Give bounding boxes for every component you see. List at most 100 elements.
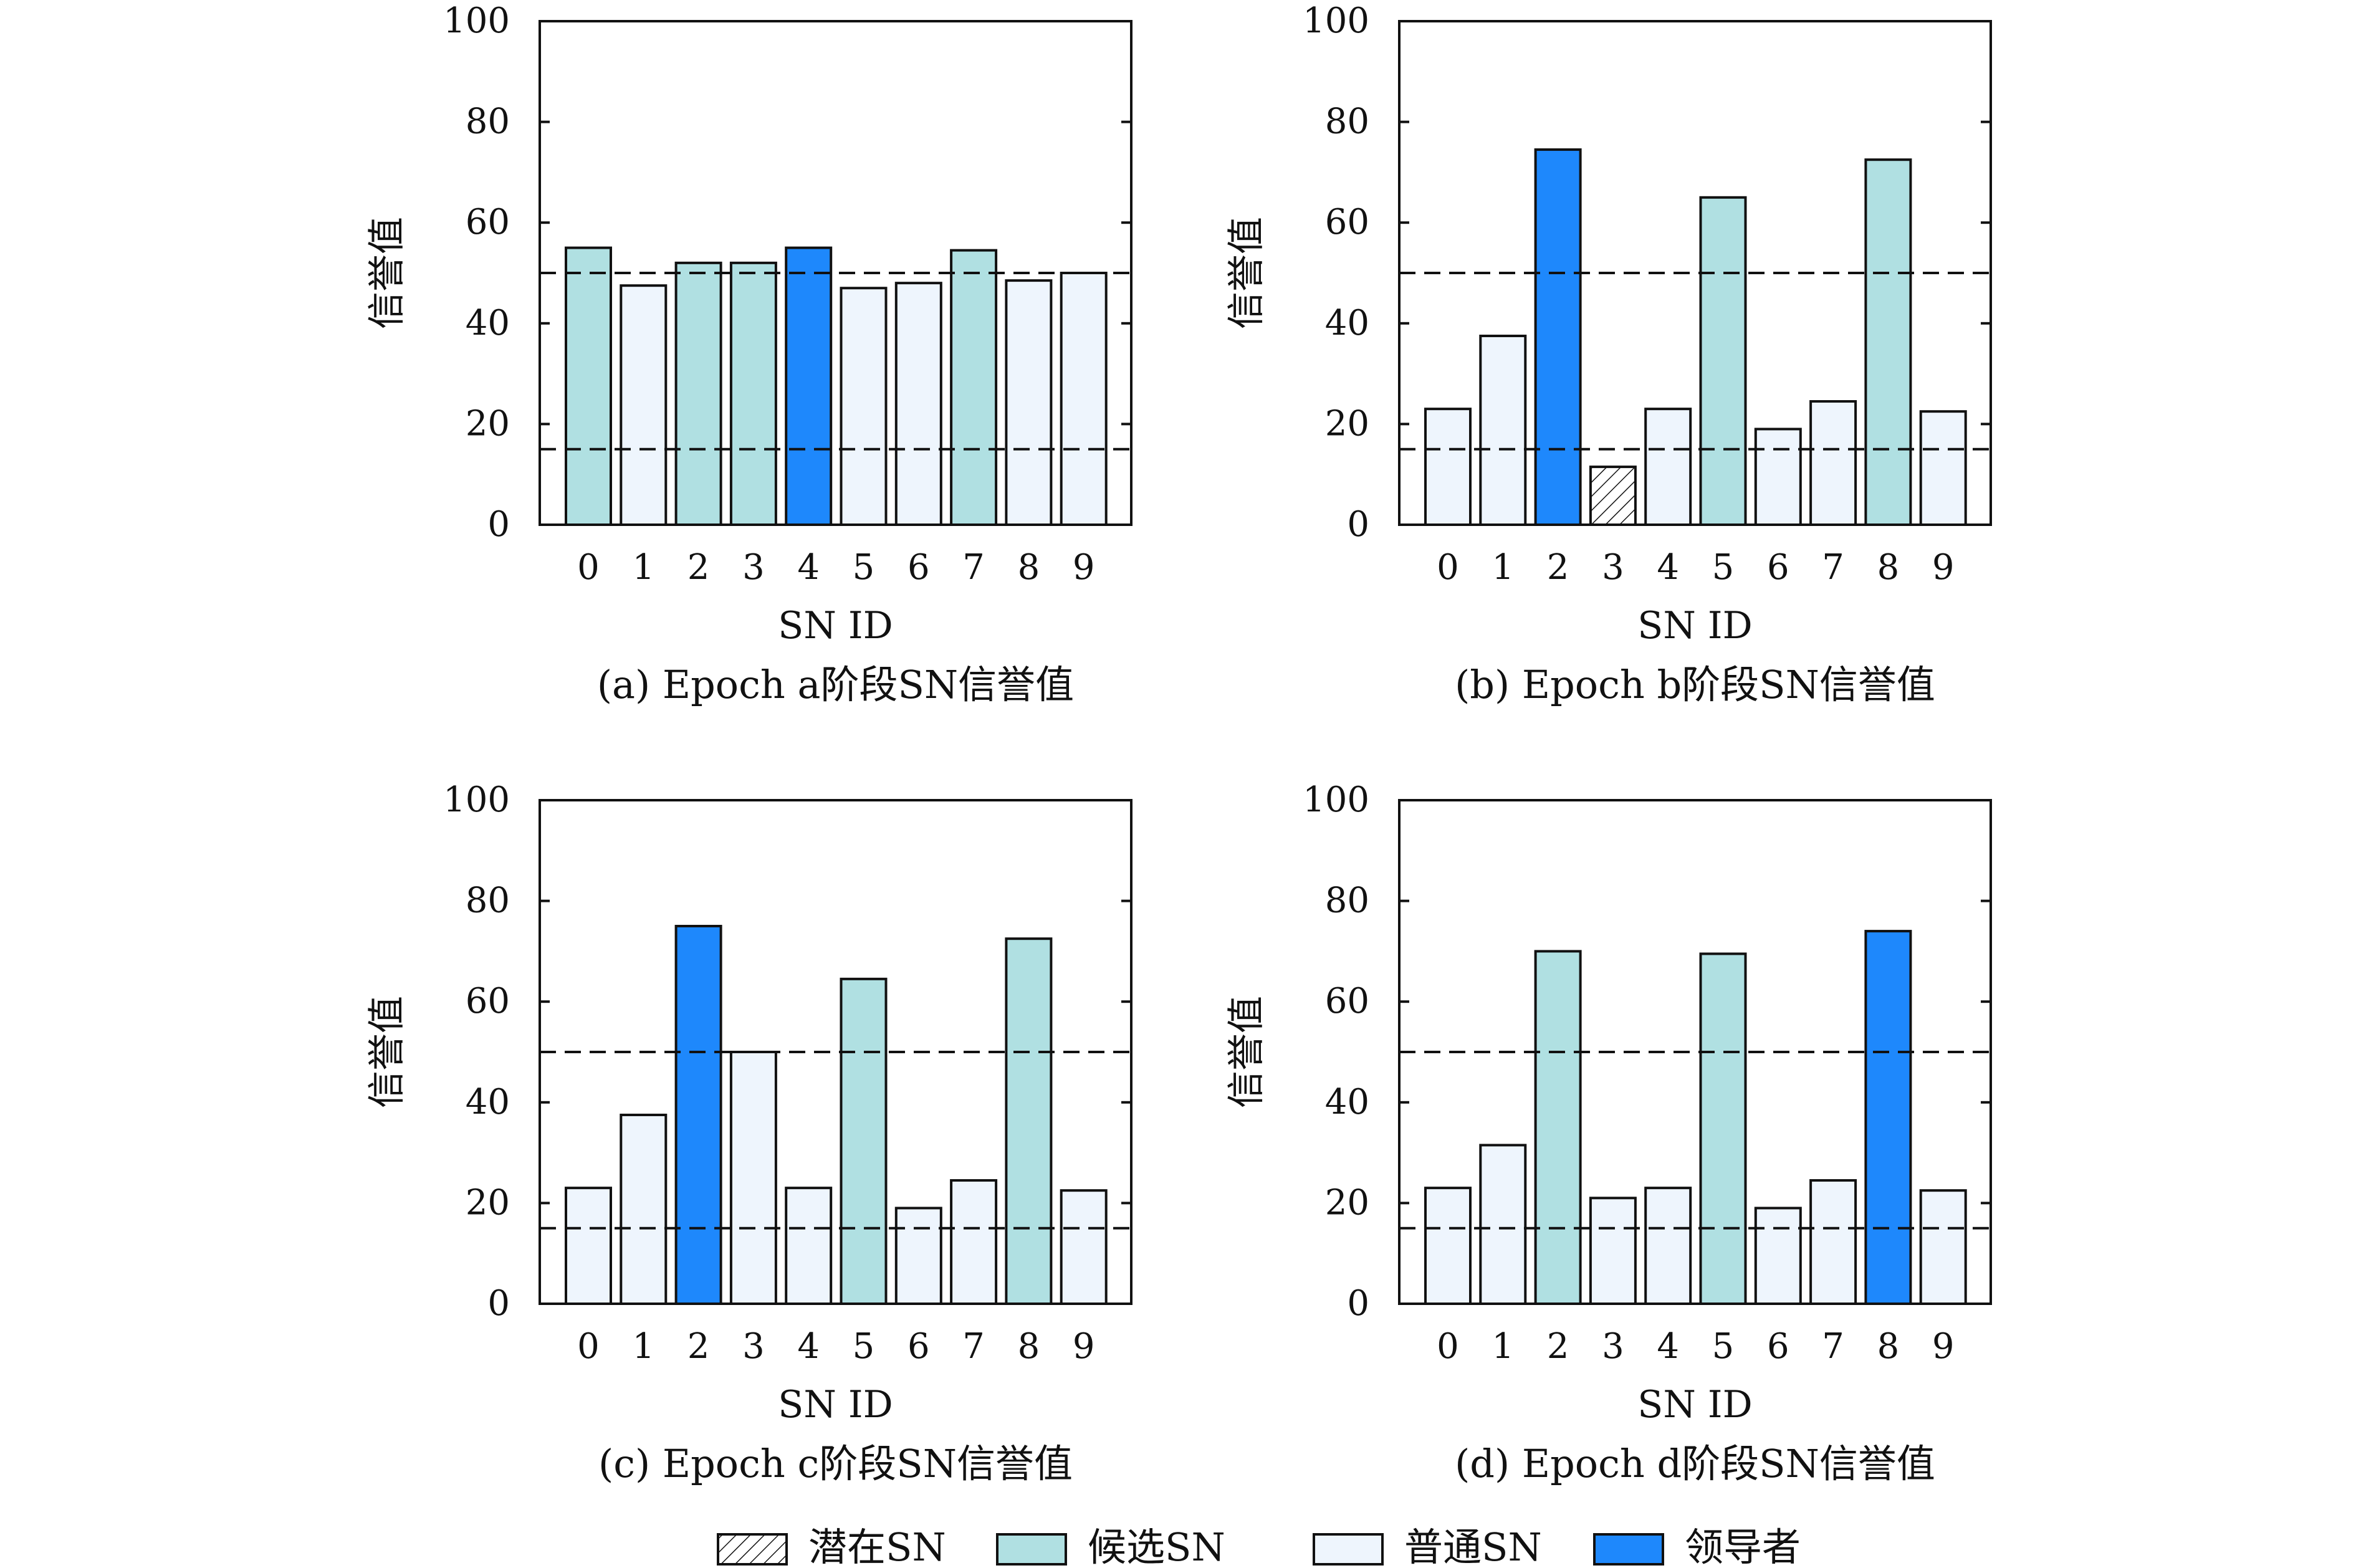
bar [1005, 937, 1053, 1305]
x-tick-label: 5 [1712, 1326, 1735, 1367]
x-tick-label: 0 [577, 1326, 600, 1367]
panel-caption: (a) Epoch a阶段SN信誉值 [597, 662, 1074, 707]
x-tick-label: 2 [687, 1326, 710, 1367]
panel-caption: (c) Epoch c阶段SN信誉值 [598, 1441, 1073, 1486]
y-tick-label: 40 [1325, 303, 1369, 343]
y-tick-label: 60 [466, 981, 510, 1021]
bar [840, 977, 888, 1305]
x-tick-label: 1 [632, 547, 654, 588]
bar [1809, 400, 1857, 526]
x-tick-label: 4 [797, 547, 820, 588]
x-tick-label: 0 [1437, 1326, 1459, 1367]
x-tick-label: 1 [1492, 1326, 1514, 1367]
y-tick-label: 80 [466, 102, 510, 142]
y-tick-label: 20 [1325, 403, 1369, 444]
panel-caption: (d) Epoch d阶段SN信誉值 [1455, 1441, 1935, 1486]
plot-frame [539, 20, 1133, 526]
legend-label: 领导者 [1685, 1524, 1801, 1568]
x-tick-label: 2 [1547, 547, 1569, 588]
x-axis-label: SN ID [1637, 604, 1752, 648]
y-tick-label: 60 [1325, 202, 1369, 242]
bar [1644, 408, 1692, 526]
y-axis-label: 信誉值 [365, 217, 409, 329]
x-tick-label: 7 [1822, 1326, 1844, 1367]
y-tick-label: 20 [466, 403, 510, 444]
y-axis-label: 信誉值 [1225, 996, 1268, 1108]
x-tick-label: 5 [853, 1326, 875, 1367]
bar [1864, 158, 1912, 526]
y-tick-label: 80 [466, 881, 510, 921]
legend-label: 候选SN [1088, 1524, 1225, 1568]
x-tick-label: 9 [1932, 547, 1955, 588]
legend-item-normal: 普通SN [1313, 1524, 1542, 1568]
x-tick-label: 3 [1602, 1326, 1624, 1367]
x-tick-label: 9 [1932, 1326, 1955, 1367]
bar [894, 1207, 942, 1305]
bar [1589, 466, 1637, 527]
panel-caption: (b) Epoch b阶段SN信誉值 [1455, 662, 1935, 707]
x-tick-label: 6 [907, 1326, 930, 1367]
bar [674, 261, 722, 526]
bar [1424, 1187, 1472, 1306]
bar [1699, 196, 1747, 526]
x-tick-label: 6 [1767, 1326, 1789, 1367]
bar [1534, 148, 1582, 527]
x-tick-label: 3 [742, 1326, 765, 1367]
y-axis-label: 信誉值 [365, 996, 409, 1108]
x-tick-label: 3 [1602, 547, 1624, 588]
legend: 潜在SN 候选SN 普通SN 领导者 [717, 1524, 1801, 1568]
bar [565, 246, 612, 526]
y-tick-label: 100 [1303, 780, 1369, 820]
x-tick-label: 7 [962, 547, 985, 588]
bar [840, 287, 888, 526]
bar [785, 1187, 833, 1306]
legend-item-candidate: 候选SN [996, 1524, 1225, 1568]
bar [1060, 1189, 1108, 1305]
y-tick-label: 60 [1325, 981, 1369, 1021]
y-tick-label: 20 [466, 1182, 510, 1223]
x-tick-label: 1 [1492, 547, 1514, 588]
legend-swatch [1593, 1533, 1664, 1566]
legend-label: 普通SN [1404, 1524, 1542, 1568]
x-tick-label: 7 [1822, 547, 1844, 588]
plot-frame [539, 799, 1133, 1305]
bar [950, 1179, 998, 1306]
y-tick-label: 0 [487, 1283, 510, 1324]
x-axis-label: SN ID [778, 1383, 893, 1427]
x-tick-label: 5 [1712, 547, 1735, 588]
y-tick-label: 80 [1325, 102, 1369, 142]
y-tick-label: 40 [466, 303, 510, 343]
bar [1864, 930, 1912, 1305]
legend-label: 潜在SN [808, 1524, 946, 1568]
x-tick-label: 9 [1073, 1326, 1095, 1367]
bar [565, 1187, 612, 1306]
bar [729, 1051, 777, 1305]
bar [1589, 1197, 1637, 1305]
x-tick-label: 5 [853, 547, 875, 588]
bar [620, 284, 668, 526]
legend-item-potential: 潜在SN [717, 1524, 946, 1568]
x-tick-label: 8 [1018, 547, 1040, 588]
x-tick-label: 3 [742, 547, 765, 588]
y-tick-label: 80 [1325, 881, 1369, 921]
bar [620, 1114, 668, 1305]
bar [1479, 1144, 1527, 1305]
x-tick-label: 9 [1073, 547, 1095, 588]
y-tick-label: 0 [1347, 504, 1369, 545]
bar [1809, 1179, 1857, 1306]
x-tick-label: 8 [1877, 547, 1900, 588]
y-tick-label: 20 [1325, 1182, 1369, 1223]
legend-item-leader: 领导者 [1593, 1524, 1801, 1568]
bar [729, 261, 777, 526]
bar [1534, 950, 1582, 1305]
x-tick-label: 2 [1547, 1326, 1569, 1367]
x-tick-label: 6 [1767, 547, 1789, 588]
y-tick-label: 100 [1303, 1, 1369, 41]
bar [1060, 272, 1108, 526]
bar [894, 282, 942, 526]
x-axis-label: SN ID [778, 604, 893, 648]
